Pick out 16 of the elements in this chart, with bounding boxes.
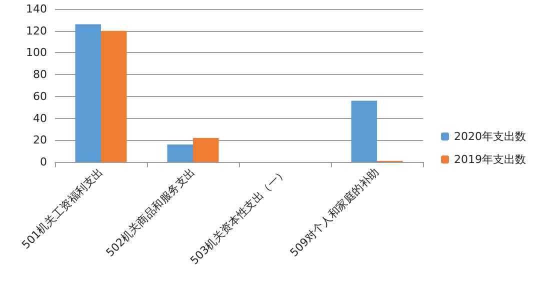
y-tick-label: 140 <box>26 2 47 16</box>
y-tick-label: 0 <box>40 156 47 168</box>
y-tick-label: 60 <box>33 90 47 103</box>
bar <box>101 30 127 162</box>
legend-label: 2020年支出数 <box>454 130 526 143</box>
bar <box>167 144 193 162</box>
y-tick-label: 100 <box>26 46 47 60</box>
bar <box>75 24 101 162</box>
x-tick-label: 509对个人和家庭的补助 <box>288 165 382 260</box>
bar <box>351 100 377 162</box>
y-tick-label: 20 <box>33 134 47 147</box>
legend-label: 2019年支出数 <box>454 153 526 166</box>
y-tick-label: 80 <box>33 68 47 82</box>
y-tick-label: 120 <box>26 24 47 38</box>
bar <box>193 138 219 162</box>
y-tick-label: 40 <box>33 112 47 125</box>
